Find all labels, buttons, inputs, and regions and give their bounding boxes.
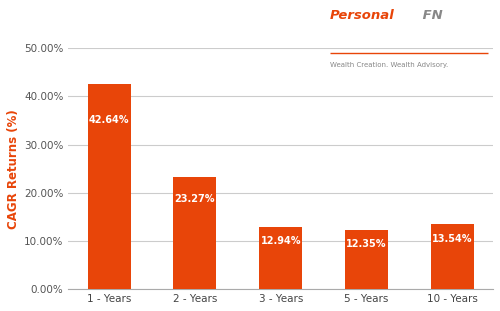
Bar	[260, 227, 302, 289]
Y-axis label: CAGR Returns (%): CAGR Returns (%)	[7, 109, 20, 229]
Bar	[174, 177, 216, 289]
Bar	[345, 230, 388, 289]
Text: 23.27%: 23.27%	[174, 194, 215, 204]
Text: 42.64%: 42.64%	[89, 114, 130, 124]
Text: Wealth Creation. Wealth Advisory.: Wealth Creation. Wealth Advisory.	[330, 62, 448, 68]
Bar	[431, 224, 474, 289]
Text: Personal: Personal	[330, 9, 395, 22]
Text: 12.35%: 12.35%	[346, 239, 387, 248]
Text: 13.54%: 13.54%	[432, 234, 472, 244]
Bar	[88, 84, 130, 289]
Text: 12.94%: 12.94%	[260, 236, 301, 246]
Text: FN: FN	[418, 9, 442, 22]
